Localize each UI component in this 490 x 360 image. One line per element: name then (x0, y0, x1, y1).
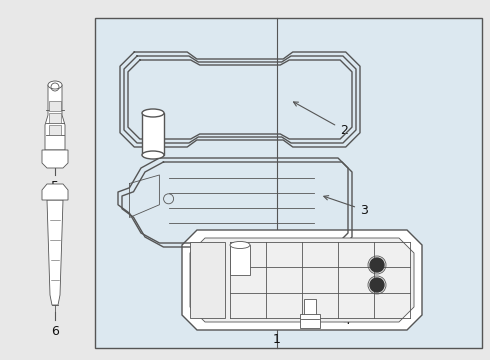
Text: 4: 4 (312, 315, 350, 328)
Ellipse shape (142, 109, 164, 117)
FancyBboxPatch shape (304, 299, 316, 315)
FancyBboxPatch shape (49, 113, 61, 123)
Polygon shape (42, 150, 68, 168)
Polygon shape (42, 184, 68, 200)
Circle shape (370, 278, 384, 292)
Text: 5: 5 (51, 180, 59, 193)
Polygon shape (182, 230, 422, 330)
Circle shape (370, 258, 384, 272)
FancyBboxPatch shape (300, 314, 320, 328)
Ellipse shape (142, 151, 164, 159)
Polygon shape (45, 85, 65, 150)
FancyBboxPatch shape (142, 113, 164, 155)
FancyBboxPatch shape (95, 18, 482, 348)
FancyBboxPatch shape (49, 125, 61, 135)
Text: 2: 2 (294, 102, 348, 136)
Ellipse shape (48, 81, 62, 89)
FancyBboxPatch shape (230, 245, 250, 275)
Text: 1: 1 (273, 333, 281, 346)
Ellipse shape (230, 242, 250, 248)
FancyBboxPatch shape (49, 101, 61, 111)
Text: 6: 6 (51, 325, 59, 338)
Polygon shape (47, 200, 63, 305)
FancyBboxPatch shape (190, 242, 225, 318)
Text: 3: 3 (324, 195, 368, 216)
Polygon shape (190, 238, 414, 322)
